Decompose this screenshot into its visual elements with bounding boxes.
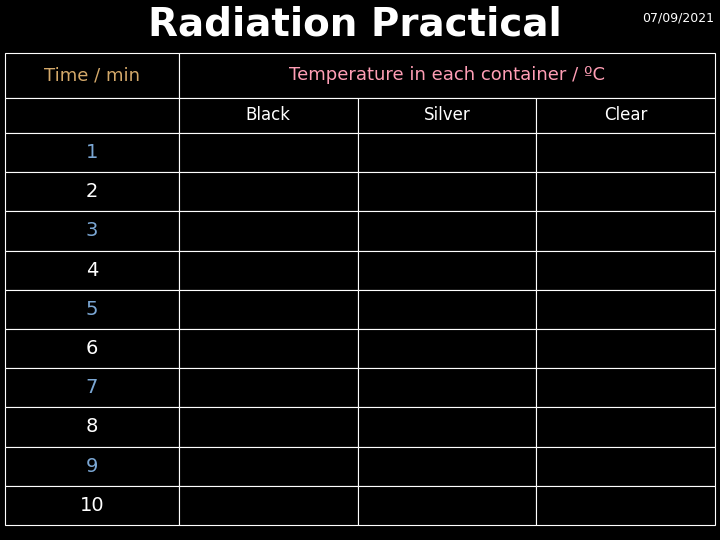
Bar [179, 53, 715, 98]
Bar [536, 172, 715, 211]
Bar [179, 447, 358, 486]
Bar [358, 290, 536, 329]
Bar [358, 172, 536, 211]
Text: 2: 2 [86, 183, 98, 201]
Bar [536, 211, 715, 251]
Bar [536, 407, 715, 447]
Text: 6: 6 [86, 339, 98, 358]
Bar [358, 251, 536, 290]
Text: 10: 10 [80, 496, 104, 515]
Text: 3: 3 [86, 221, 98, 240]
Bar [536, 329, 715, 368]
Bar [5, 407, 179, 447]
Text: Time / min: Time / min [44, 66, 140, 84]
Bar [5, 251, 179, 290]
Text: 7: 7 [86, 379, 98, 397]
Bar [179, 368, 358, 407]
Text: 4: 4 [86, 261, 98, 280]
Bar [179, 172, 358, 211]
Bar [536, 251, 715, 290]
Bar [358, 211, 536, 251]
Bar [5, 211, 179, 251]
Bar [5, 368, 179, 407]
Bar [5, 172, 179, 211]
Text: Clear: Clear [604, 106, 647, 125]
Text: Radiation Practical: Radiation Practical [148, 6, 562, 44]
Bar [358, 486, 536, 525]
Bar [358, 329, 536, 368]
Bar [358, 447, 536, 486]
Bar [536, 133, 715, 172]
Text: 1: 1 [86, 143, 98, 162]
Text: Temperature in each container / ºC: Temperature in each container / ºC [289, 66, 605, 84]
Bar [179, 329, 358, 368]
Bar [179, 407, 358, 447]
Text: 5: 5 [86, 300, 98, 319]
Text: 9: 9 [86, 457, 98, 476]
Bar [536, 447, 715, 486]
Bar [358, 133, 536, 172]
Bar [179, 133, 358, 172]
Bar [5, 329, 179, 368]
Bar [179, 486, 358, 525]
Text: Silver: Silver [423, 106, 470, 125]
Bar [536, 368, 715, 407]
Bar [179, 251, 358, 290]
Bar [5, 447, 179, 486]
Text: 8: 8 [86, 417, 98, 436]
Text: Black: Black [246, 106, 291, 125]
Bar [179, 98, 358, 133]
Bar [536, 98, 715, 133]
Bar [358, 368, 536, 407]
Bar [5, 486, 179, 525]
Bar [536, 486, 715, 525]
Bar [5, 290, 179, 329]
Bar [179, 211, 358, 251]
Bar [5, 98, 179, 133]
Bar [358, 407, 536, 447]
Bar [5, 133, 179, 172]
Bar [5, 53, 179, 98]
Text: 07/09/2021: 07/09/2021 [642, 11, 714, 24]
Bar [536, 290, 715, 329]
Bar [179, 290, 358, 329]
Bar [358, 98, 536, 133]
